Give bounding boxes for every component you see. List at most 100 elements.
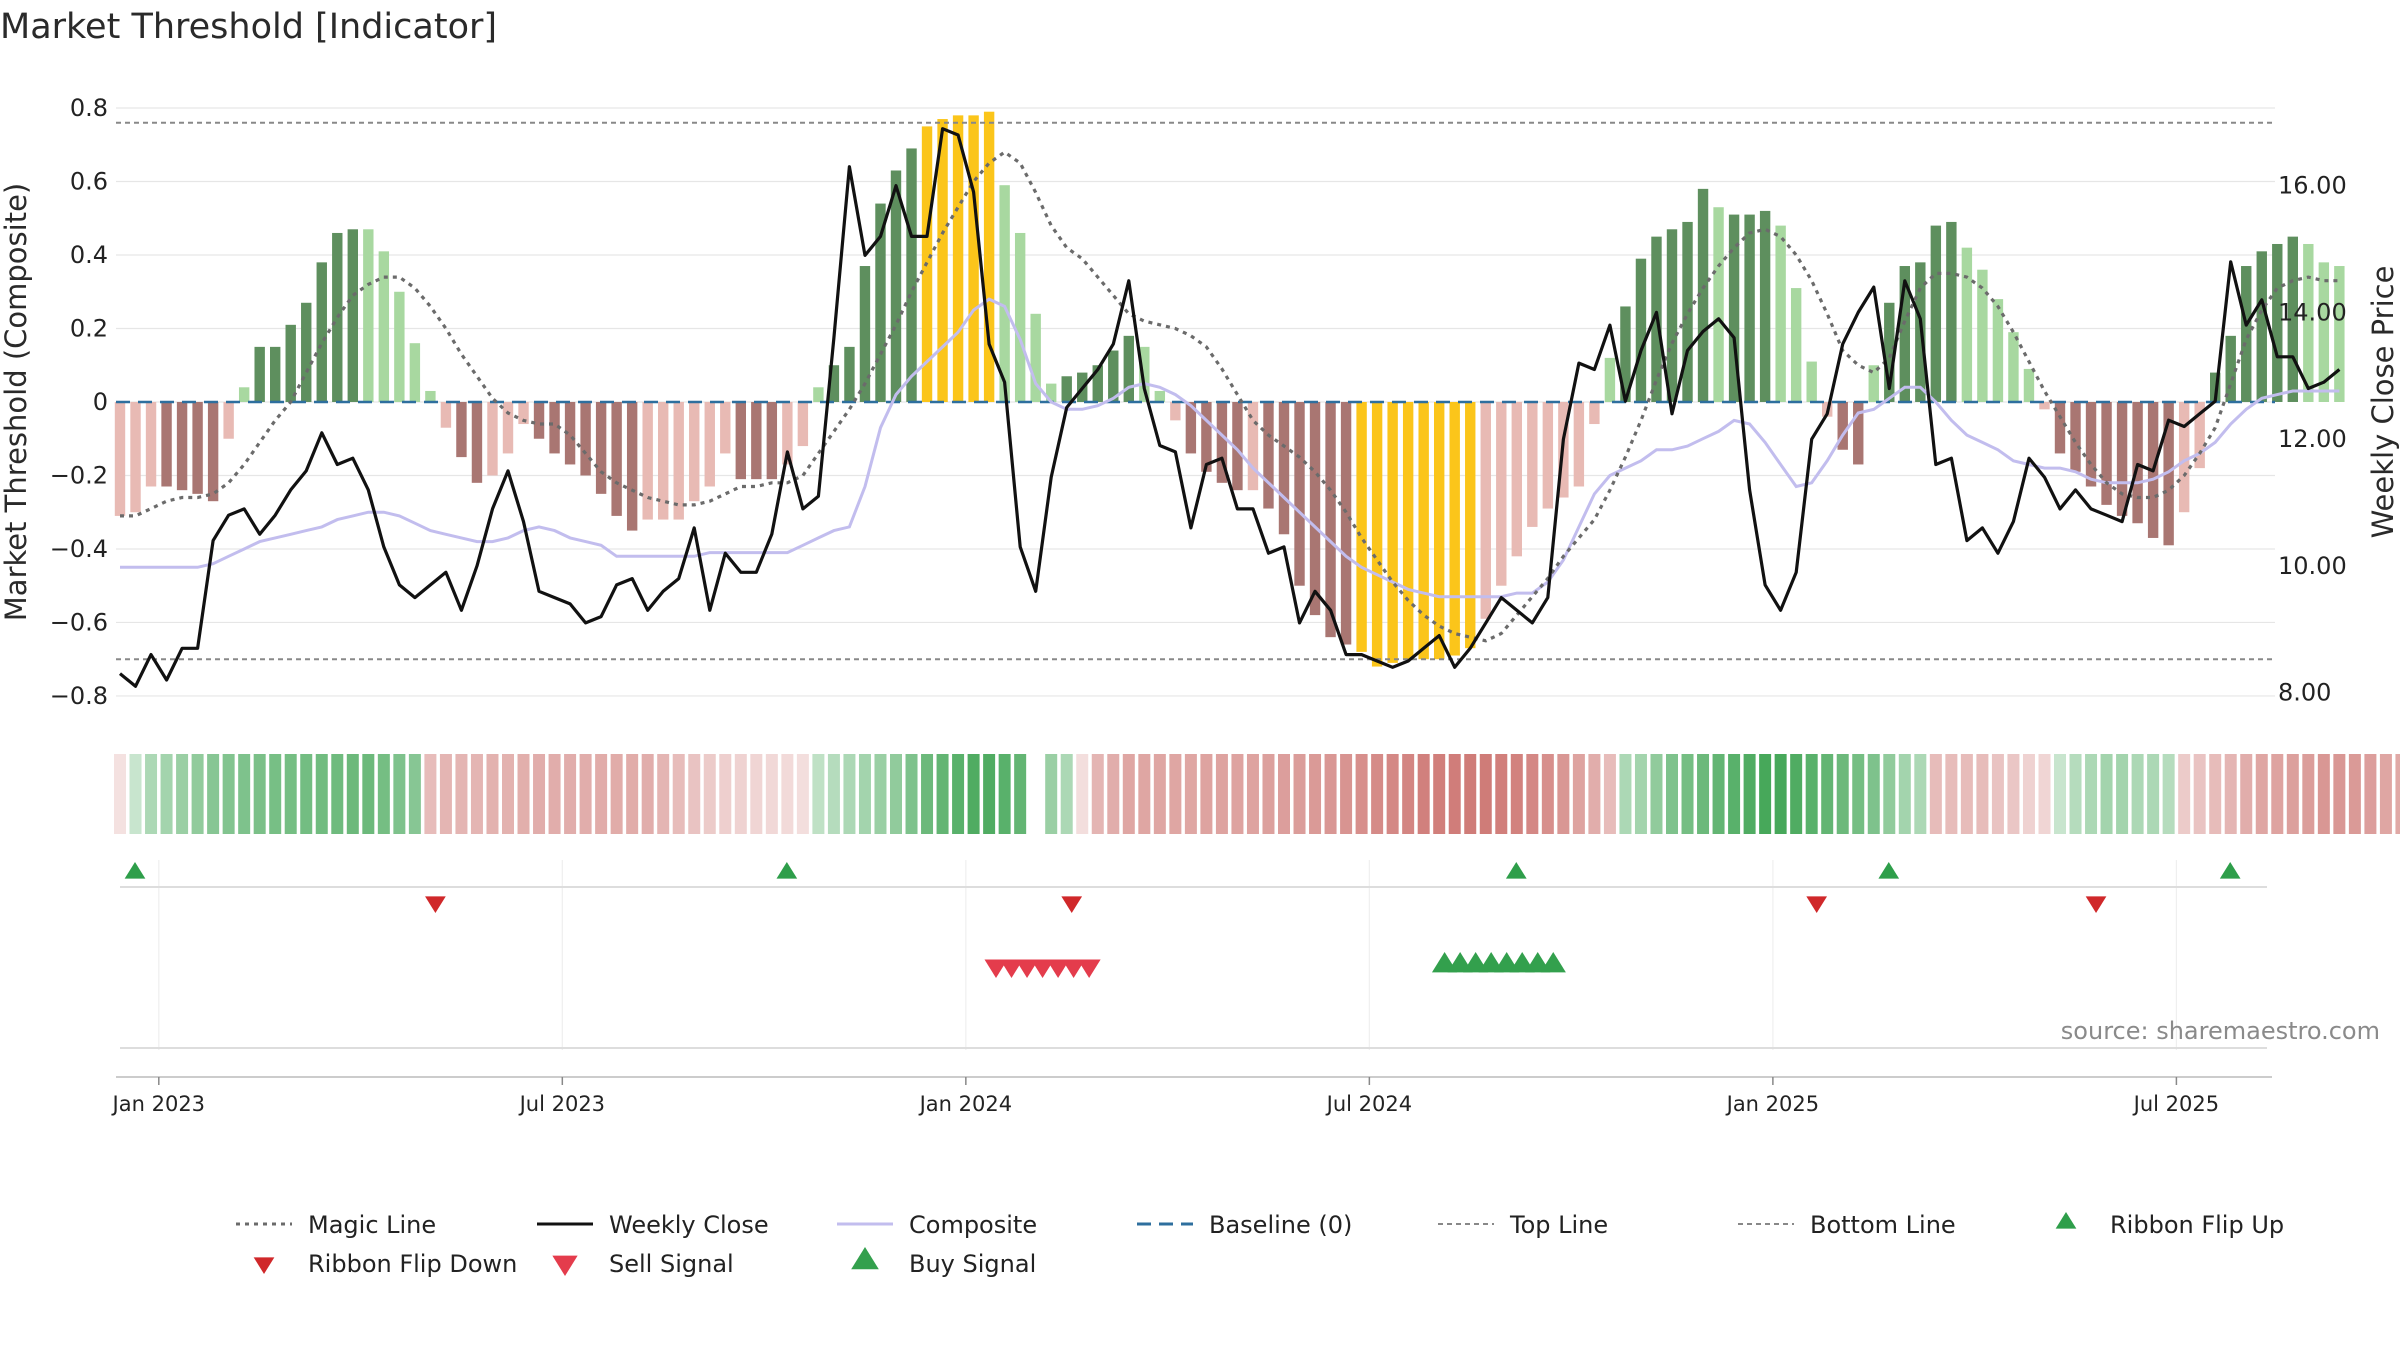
legend-item-composite: Composite xyxy=(837,1211,1037,1239)
ribbon-cell xyxy=(2224,754,2237,834)
ribbon-cell xyxy=(626,754,639,834)
ribbon-cell xyxy=(1805,754,1818,834)
ribbon-cell xyxy=(2007,754,2020,834)
ribbon-cell xyxy=(393,754,406,834)
ribbon-cell xyxy=(796,754,809,834)
legend-label: Top Line xyxy=(1509,1211,1608,1239)
ribbon-cell xyxy=(1153,754,1166,834)
composite-bar xyxy=(1356,401,1367,652)
composite-bar xyxy=(2225,335,2236,402)
ribbon-cell xyxy=(719,754,732,834)
left-tick-label: −0.8 xyxy=(50,682,108,710)
sell-signal-marker xyxy=(984,959,1008,978)
composite-bar xyxy=(2070,401,2081,472)
composite-bar xyxy=(332,232,343,402)
ribbon-cell xyxy=(377,754,390,834)
ribbon-cell xyxy=(1712,754,1725,834)
ribbon-flip-down-marker xyxy=(2085,896,2107,913)
composite-bar xyxy=(270,346,281,402)
right-axis-label: Weekly Close Price xyxy=(2366,266,2400,539)
composite-bar xyxy=(1744,214,1755,402)
composite-bar xyxy=(1402,401,1414,660)
ribbon-cell xyxy=(1479,754,1492,834)
composite-bar xyxy=(1759,210,1771,402)
ribbon-cell xyxy=(1293,754,1306,834)
ribbon-cell xyxy=(2193,754,2206,834)
composite-bar xyxy=(502,401,514,454)
composite-bar xyxy=(425,390,436,402)
ribbon-cell xyxy=(1200,754,1213,834)
ribbon-cell xyxy=(160,754,173,834)
composite-bar xyxy=(161,401,172,487)
composite-bar xyxy=(642,401,653,520)
legend-item-flipdown: Ribbon Flip Down xyxy=(253,1250,517,1278)
ribbon-cell xyxy=(843,754,856,834)
date-tick-label: Jan 2023 xyxy=(111,1092,206,1116)
composite-bar xyxy=(1511,401,1522,557)
composite-bar xyxy=(751,401,762,480)
chart-title: Market Threshold [Indicator] xyxy=(0,7,497,47)
ribbon-cell xyxy=(331,754,344,834)
composite-bar xyxy=(2023,368,2035,402)
composite-bar xyxy=(347,229,358,402)
composite-bar xyxy=(2194,401,2205,469)
ribbon-cell xyxy=(1355,754,1368,834)
left-tick-label: 0.6 xyxy=(70,168,108,196)
composite-bar xyxy=(207,401,219,502)
sell-signal-marker xyxy=(1077,959,1101,978)
composite-bar xyxy=(192,401,203,494)
date-axis: Jan 2023 Jul 2023 Jan 2024 Jul 2024 Jan 2025… xyxy=(111,1076,2272,1116)
composite-bar xyxy=(1263,401,1274,509)
ribbon-cell xyxy=(2395,754,2400,834)
right-tick-label: 8.00 xyxy=(2278,679,2331,707)
composite-bar xyxy=(580,401,591,476)
ribbon-flip-up-marker xyxy=(124,862,146,879)
ribbon-cell xyxy=(1697,754,1710,834)
ribbon-cell xyxy=(641,754,654,834)
ribbon-cell xyxy=(1215,754,1228,834)
composite-bar xyxy=(301,302,312,402)
ribbon-cell xyxy=(967,754,980,834)
composite-bar xyxy=(2303,243,2314,402)
composite-bar xyxy=(1061,376,1072,402)
ribbon-cell xyxy=(1417,754,1430,834)
ribbon-strip xyxy=(114,754,2400,834)
composite-bar xyxy=(1201,401,1212,472)
composite-bar xyxy=(1480,401,1491,619)
ribbon-cell xyxy=(1246,754,1259,834)
ribbon-cell xyxy=(936,754,949,834)
composite-bar xyxy=(223,401,234,439)
composite-bar xyxy=(487,401,498,476)
composite-bar xyxy=(1930,225,1942,402)
ribbon-cell xyxy=(1262,754,1275,834)
composite-bar xyxy=(1977,269,1988,402)
composite-bar xyxy=(658,401,669,520)
ribbon-cell xyxy=(1060,754,1073,834)
ribbon-cell xyxy=(1681,754,1694,834)
composite-bar xyxy=(1170,401,1181,421)
ribbon-cell xyxy=(424,754,437,834)
composite-bar xyxy=(564,401,576,465)
ribbon-cell xyxy=(269,754,282,834)
composite-bar xyxy=(1123,335,1134,402)
ribbon-cell xyxy=(983,754,996,834)
ribbon-cell xyxy=(533,754,546,834)
legend-label: Sell Signal xyxy=(609,1250,734,1278)
ribbon-cell xyxy=(595,754,608,834)
ribbon-flip-down-marker xyxy=(1806,896,1828,913)
buy-signal-marker xyxy=(1540,952,1566,973)
composite-bar xyxy=(2132,401,2143,524)
ribbon-cell xyxy=(129,754,142,834)
legend-item-top: Top Line xyxy=(1438,1211,1608,1239)
composite-bar xyxy=(2272,243,2283,402)
composite-bar xyxy=(1371,401,1383,667)
ribbon-flip-up-marker xyxy=(2219,862,2241,879)
legend-item-bottom: Bottom Line xyxy=(1738,1211,1956,1239)
composite-bar xyxy=(1542,401,1554,509)
legend-label: Bottom Line xyxy=(1810,1211,1956,1239)
composite-bar xyxy=(285,324,296,402)
ribbon-cell xyxy=(455,754,468,834)
ribbon-cell xyxy=(1448,754,1461,834)
ribbon-cell xyxy=(1091,754,1104,834)
composite-bar xyxy=(1030,313,1041,402)
